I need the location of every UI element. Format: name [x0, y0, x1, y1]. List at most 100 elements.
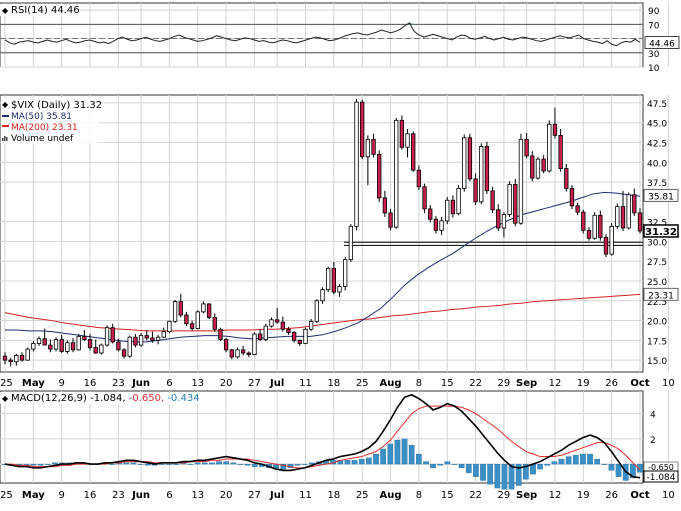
- macd-histogram-bar-70: [501, 463, 508, 490]
- candle-3: [19, 352, 25, 362]
- price-x-label-4: 23: [112, 378, 125, 389]
- candle-33: [189, 320, 195, 331]
- rsi-vertical-grid: [4, 3, 669, 67]
- macd-x-label-2: 9: [59, 490, 65, 501]
- candle-body: [269, 319, 274, 327]
- rsi-tick-label-30: 30: [648, 50, 660, 60]
- chart-marker-icon: ◆: [2, 100, 9, 109]
- candle-78: [445, 197, 450, 225]
- macd-histogram-bar-19: [137, 463, 144, 465]
- candle-87: [496, 204, 501, 232]
- candle-30: [172, 299, 178, 323]
- price-x-label-22: 26: [605, 378, 618, 389]
- macd-histogram-bar-76: [544, 463, 551, 466]
- macd-x-label-24: 10: [662, 490, 675, 501]
- candle-body: [201, 303, 206, 313]
- candle-body: [70, 342, 76, 351]
- candle-body: [382, 197, 388, 214]
- candle-106: [603, 234, 609, 258]
- macd-histogram-bar-27: [194, 462, 201, 465]
- candle-15: [87, 334, 93, 351]
- candle-67: [382, 190, 388, 217]
- candle-body: [297, 339, 302, 344]
- candle-body: [598, 214, 603, 238]
- macd-x-label-7: 13: [191, 490, 204, 501]
- price-x-label-14: Aug: [380, 378, 402, 389]
- candle-35: [201, 301, 206, 314]
- candle-97: [552, 107, 558, 139]
- candle-21: [121, 348, 127, 359]
- macd-histogram-bar-50: [358, 458, 365, 465]
- candle-body: [240, 349, 246, 354]
- macd-histogram-bar-58: [415, 453, 422, 465]
- candle-body: [280, 321, 285, 330]
- volume-bar-glyph: [4, 136, 6, 141]
- macd-histogram-bar-89: [637, 463, 643, 473]
- macd-histogram-bar-51: [366, 457, 372, 465]
- candle-11: [65, 340, 70, 354]
- macd-x-label-20: 12: [549, 490, 562, 501]
- macd-histogram-bar-82: [587, 453, 593, 465]
- candle-body: [637, 212, 643, 232]
- candle-body: [501, 214, 507, 229]
- macd-histogram-bar-83: [594, 458, 601, 465]
- price-x-label-17: 22: [469, 378, 482, 389]
- macd-histogram-bar-88: [630, 463, 636, 479]
- rsi-line: [4, 22, 641, 47]
- candle-34: [195, 310, 200, 330]
- candle-96: [547, 120, 552, 173]
- rsi-value-badge: 44.46: [649, 39, 675, 49]
- candle-body: [558, 134, 563, 170]
- macd-x-label-19: Sep: [516, 490, 537, 501]
- candle-body: [456, 187, 461, 215]
- macd-histogram-bar-68: [487, 463, 493, 485]
- candle-body: [303, 328, 308, 344]
- macd-histogram-bar-57: [408, 445, 415, 465]
- macd-tick-label-4: 4: [650, 411, 656, 421]
- candle-body: [433, 218, 439, 231]
- candle-93: [530, 151, 535, 182]
- macd-histogram-bar-67: [480, 463, 486, 481]
- price-badge-box-2: [643, 287, 679, 301]
- legend-ma50: MA(50) 35.81: [11, 112, 72, 122]
- candle-body: [138, 335, 144, 346]
- candle-body: [581, 211, 586, 231]
- candle-84: [479, 143, 484, 205]
- candle-52: [297, 339, 302, 346]
- chart-marker-icon: ◆: [2, 6, 9, 15]
- macd-x-label-21: 19: [577, 490, 590, 501]
- candle-body: [19, 354, 25, 361]
- price-tick-label-27.5: 27.5: [647, 258, 667, 268]
- candle-61: [348, 224, 354, 262]
- candle-body: [473, 178, 478, 203]
- candle-body: [31, 343, 36, 350]
- candle-104: [592, 212, 597, 240]
- candle-body: [450, 199, 456, 215]
- candle-112: [637, 208, 643, 234]
- candle-88: [501, 212, 507, 238]
- candle-body: [274, 319, 280, 323]
- candle-body: [586, 229, 592, 239]
- macd-x-label-0: 25: [0, 490, 13, 501]
- candle-body: [2, 355, 8, 361]
- candle-body: [388, 212, 393, 228]
- candle-body: [314, 300, 319, 322]
- price-tick-label-37.5: 37.5: [647, 179, 667, 189]
- candle-77: [439, 216, 444, 236]
- candle-body: [155, 336, 161, 341]
- macd-histogram-bar-42: [301, 463, 308, 465]
- candle-body: [127, 336, 132, 357]
- rsi-tick-label-90: 90: [648, 7, 660, 17]
- macd-histogram-bar-29: [209, 462, 215, 465]
- macd-histogram-bar-69: [494, 463, 501, 489]
- candle-body: [110, 327, 115, 343]
- candle-body: [484, 146, 490, 192]
- candle-59: [337, 284, 342, 297]
- candle-74: [422, 183, 427, 213]
- candle-42: [240, 345, 246, 356]
- rsi-value-badge-box: [644, 35, 680, 49]
- candle-body: [320, 289, 325, 302]
- candle-body: [490, 190, 495, 211]
- candle-109: [620, 190, 626, 232]
